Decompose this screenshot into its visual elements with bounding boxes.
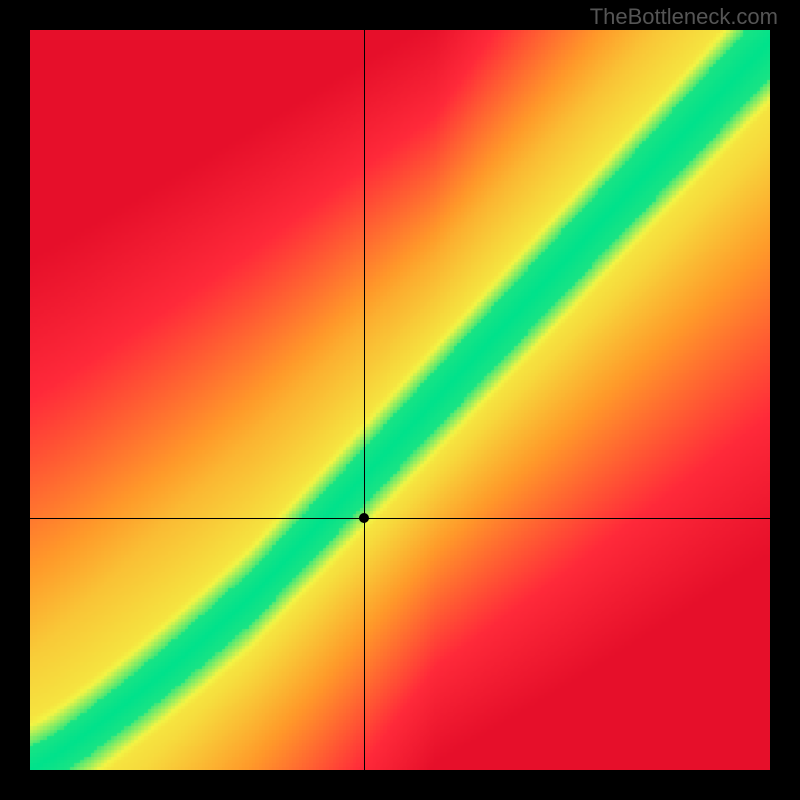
chart-area [30, 30, 770, 770]
heatmap-canvas [30, 30, 770, 770]
crosshair-horizontal [30, 518, 770, 519]
watermark-text: TheBottleneck.com [590, 4, 778, 30]
crosshair-vertical [364, 30, 365, 770]
